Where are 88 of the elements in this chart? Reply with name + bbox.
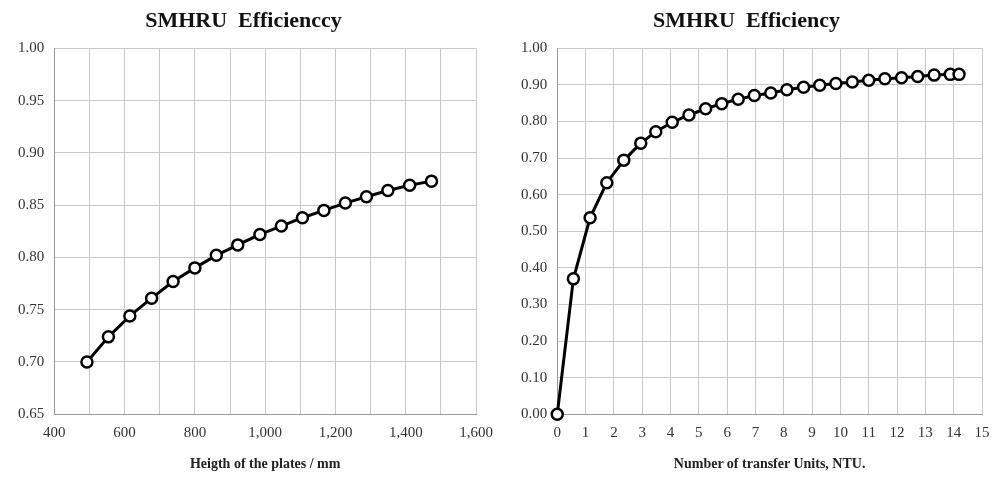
x-tick-label: 400 [43,424,66,441]
x-tick-label: 2 [610,424,618,441]
y-tick-label: 0.70 [18,352,45,369]
x-tick-label: 600 [113,424,136,441]
point [166,274,180,289]
y-tick-label: 1.00 [521,39,548,56]
x-tick-label: 1,400 [388,424,423,441]
x-axis-title: Heigth of the plates / mm [189,456,341,472]
point [402,178,417,193]
point [764,86,778,100]
y-tick-label: 0.80 [18,248,45,265]
point [424,174,439,188]
y-tick-label: 0.90 [521,75,548,92]
x-tick-label: 1,600 [459,424,493,441]
point [927,68,941,82]
x-tick-label: 1 [581,424,590,441]
x-axis-title: Number of transfer Units, NTU. [673,456,866,472]
y-tick-label: 0.65 [18,405,45,422]
point [617,153,631,168]
y-tick-label: 0.80 [521,112,548,129]
x-tick-label: 9 [808,424,816,441]
x-tick-label: 10 [832,424,848,441]
y-tick-label: 0.60 [521,185,548,202]
point [381,183,395,198]
point [731,92,745,106]
y-tick-label: 0.70 [521,149,548,166]
point [861,73,876,87]
point [698,102,713,116]
point [829,76,843,91]
point [583,211,597,225]
point [123,309,137,323]
x-tick-label: 0 [553,424,561,441]
point [634,136,648,150]
x-tick-label: 800 [183,424,207,441]
y-tick-label: 0.10 [521,368,548,385]
y-tick-label: 0.00 [521,405,548,422]
y-tick-label: 0.20 [521,331,548,348]
y-tick-label: 1.00 [18,39,45,56]
x-tick-label: 15 [974,424,990,441]
point [649,125,663,139]
y-tick-label: 0.75 [18,300,45,317]
y-tick-label: 0.85 [18,196,45,213]
point [317,203,331,218]
point [566,272,581,286]
point [600,175,614,190]
point [101,330,116,344]
y-tick-label: 0.95 [18,91,45,108]
x-tick-label: 8 [780,424,788,441]
chart-title: SMHRU Efficiency [653,6,840,32]
y-tick-label: 0.40 [521,258,548,275]
point [295,210,310,225]
chart-title: SMHRU Efficienccy [145,6,342,32]
x-tick-label: 5 [695,424,703,441]
x-tick-label: 6 [723,424,732,441]
point [144,291,159,305]
y-tick-label: 0.50 [521,222,548,239]
point [894,70,909,85]
x-tick-label: 12 [889,424,905,441]
point [188,261,202,275]
point [910,69,925,84]
point [253,227,267,242]
point [359,190,374,204]
point [209,248,224,263]
x-tick-label: 13 [917,424,933,441]
point [813,78,827,93]
x-tick-label: 1,200 [318,424,353,441]
point [338,196,353,210]
point [845,75,860,89]
point [952,67,966,82]
x-tick-label: 7 [751,424,760,441]
x-tick-label: 14 [946,424,962,441]
point [796,80,811,94]
point [878,72,892,86]
point [682,108,696,122]
point [550,407,564,421]
point [747,88,762,103]
y-tick-label: 0.30 [521,295,548,312]
point [80,355,94,369]
point [231,238,245,252]
x-tick-label: 11 [861,424,876,441]
x-tick-label: 4 [666,424,675,441]
x-tick-label: 1,000 [248,424,283,441]
x-tick-label: 3 [638,424,646,441]
point [715,96,729,111]
point [780,82,794,97]
point [274,219,289,233]
point [665,115,679,130]
y-tick-label: 0.90 [18,143,45,160]
